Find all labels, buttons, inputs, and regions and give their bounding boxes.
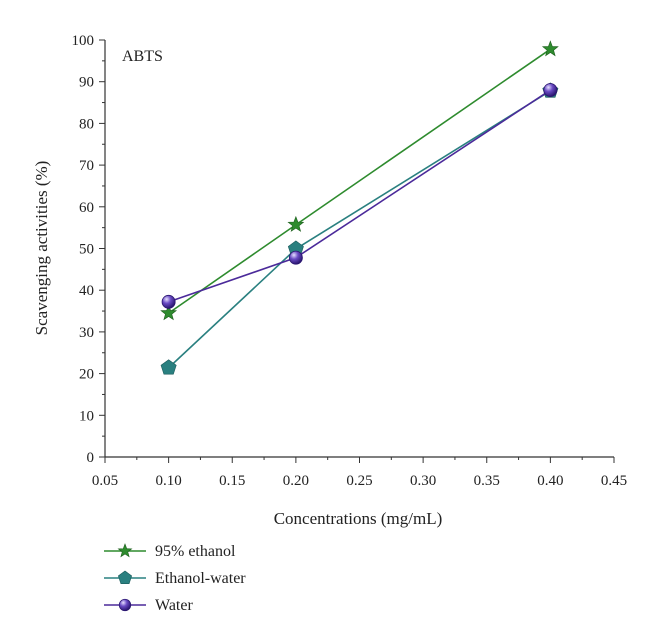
x-axis: 0.05 0.10 0.15 0.20 0.25 0.30 0.35 0.40 0.45: [92, 456, 627, 489]
x-tick-label: 0.15: [219, 473, 245, 489]
pentagon-marker: [117, 570, 133, 584]
y-tick-label: 20: [79, 367, 94, 383]
x-tick-label: 0.25: [346, 473, 372, 489]
x-tick-label: 0.45: [601, 473, 627, 489]
legend: 95% ethanol Ethanol-water Water: [104, 543, 246, 614]
y-axis: 0 10 20 30 40 50 60 70 80 90 100: [72, 33, 106, 466]
legend-item: Water: [104, 597, 193, 614]
sphere-marker: [118, 598, 132, 612]
x-tick-label: 0.35: [474, 473, 500, 489]
x-tick-label: 0.05: [92, 473, 118, 489]
legend-item: 95% ethanol: [104, 543, 236, 560]
y-tick-label: 80: [79, 116, 94, 132]
legend-item: Ethanol-water: [104, 570, 246, 587]
sphere-marker: [288, 250, 303, 265]
y-tick-label: 60: [79, 200, 94, 216]
panel-label: ABTS: [122, 48, 163, 65]
y-tick-label: 40: [79, 283, 94, 299]
x-tick-label: 0.30: [410, 473, 436, 489]
series-water: [161, 83, 558, 309]
sphere-marker: [543, 83, 558, 98]
y-tick-label: 70: [79, 158, 94, 174]
y-tick-label: 90: [79, 75, 94, 91]
series-ethanol-water: [160, 82, 559, 375]
series-line: [168, 90, 551, 369]
sphere-marker: [161, 294, 176, 309]
series-line: [168, 89, 551, 303]
y-tick-label: 10: [79, 408, 94, 424]
x-tick-label: 0.20: [283, 473, 309, 489]
legend-label: 95% ethanol: [155, 543, 236, 560]
y-tick-label: 0: [87, 450, 95, 466]
x-tick-label: 0.10: [156, 473, 182, 489]
star-marker: [117, 543, 133, 558]
star-marker: [541, 40, 559, 57]
star-marker: [287, 215, 305, 232]
x-axis-label: Concentrations (mg/mL): [274, 509, 443, 528]
legend-label: Water: [155, 597, 193, 614]
series-95-ethanol: [160, 40, 559, 321]
pentagon-marker: [160, 359, 177, 375]
legend-label: Ethanol-water: [155, 570, 246, 587]
star-marker: [160, 304, 178, 321]
y-tick-label: 30: [79, 325, 94, 341]
series-line: [168, 48, 551, 314]
series-layer: [160, 40, 559, 375]
x-tick-label: 0.40: [537, 473, 563, 489]
y-tick-label: 50: [79, 242, 94, 258]
y-axis-label: Scavenging activities (%): [32, 161, 51, 336]
y-tick-label: 100: [72, 33, 95, 49]
